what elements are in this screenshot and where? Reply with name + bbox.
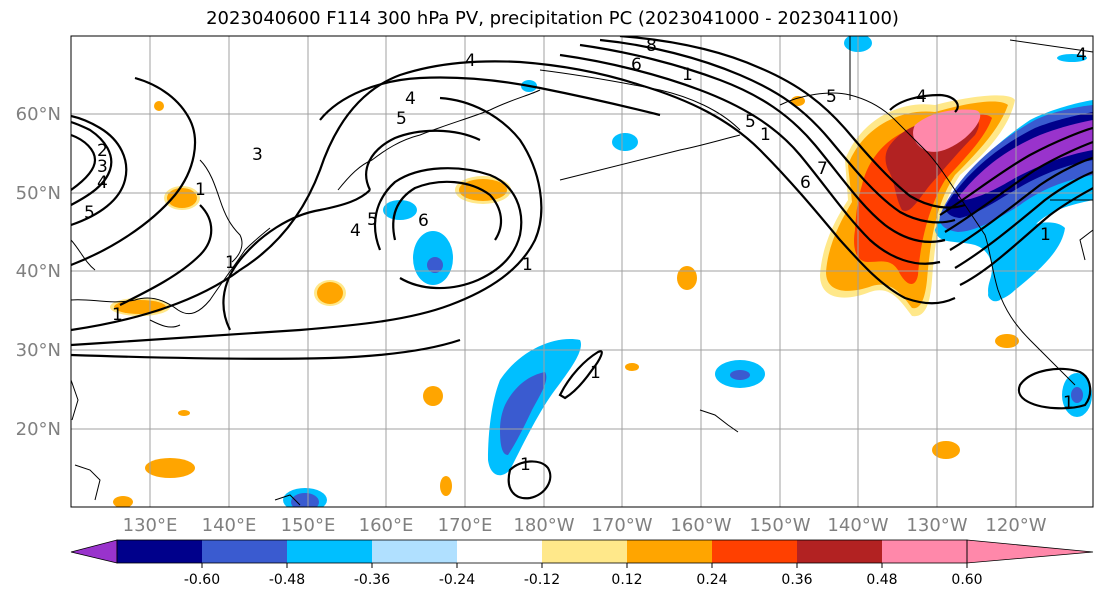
colorbar-swatch [882, 540, 967, 563]
lon-label: 140°W [827, 515, 888, 536]
map-frame [70, 35, 1094, 508]
contour-label-group: 1 1 1 1 1 1 1 2 3 4 4 4 4 4 5 5 5 5 6 6 … [84, 36, 1087, 475]
lon-label: 150°E [281, 515, 336, 536]
colorbar-tick-label: -0.12 [524, 572, 560, 588]
contour-label: 6 [631, 55, 642, 75]
contour-label: 1 [195, 180, 206, 200]
contour-label: 1 [520, 455, 531, 475]
colorbar-tick-label: -0.24 [439, 572, 475, 588]
colorbar-tick-label: -0.36 [354, 572, 390, 588]
colorbar-swatch [372, 540, 457, 563]
contour-label: 4 [97, 173, 108, 193]
lon-label: 120°W [985, 515, 1046, 536]
colorbar-swatch [287, 540, 372, 563]
colorbar-swatch [542, 540, 627, 563]
lon-label: 170°W [591, 515, 652, 536]
colorbar: -0.60 -0.48 -0.36 -0.24 -0.12 0.12 0.24 … [70, 539, 1094, 588]
contour-label: 5 [826, 87, 837, 107]
precip-negative-anomalies [283, 36, 1093, 507]
contour-label: 7 [817, 159, 828, 179]
graticule [71, 36, 1093, 507]
contour-label: 1 [682, 65, 693, 85]
lon-label: 130°W [906, 515, 967, 536]
contour-label: 1 [760, 125, 771, 145]
colorbar-tick-label: -0.60 [184, 572, 220, 588]
colorbar-tick-label: 0.24 [696, 572, 727, 588]
colorbar-tick-label: 0.12 [611, 572, 642, 588]
colorbar-swatch [202, 540, 287, 563]
contour-label: 1 [590, 363, 601, 383]
contour-label: 1 [522, 255, 533, 275]
colorbar-left-arrow [70, 539, 118, 564]
lon-label: 150°W [749, 515, 810, 536]
colorbar-swatch [797, 540, 882, 563]
contour-label: 4 [1076, 45, 1087, 65]
contour-label: 5 [745, 112, 756, 132]
contour-label: 6 [800, 173, 811, 193]
colorbar-tick-label: 0.48 [866, 572, 897, 588]
colorbar-right-arrow [966, 539, 1094, 564]
colorbar-tick-label: -0.48 [269, 572, 305, 588]
colorbar-swatch [627, 540, 712, 563]
contour-label: 4 [465, 51, 476, 71]
contour-label: 1 [112, 305, 123, 325]
latitude-labels: 60°N 50°N 40°N 30°N 20°N [16, 104, 61, 440]
colorbar-swatch [117, 540, 202, 563]
lon-label: 160°E [359, 515, 414, 536]
lon-label: 130°E [123, 515, 178, 536]
contour-label: 5 [84, 203, 95, 223]
contour-label: 1 [1040, 225, 1051, 245]
lat-label: 20°N [16, 419, 61, 440]
lon-label: 170°E [438, 515, 493, 536]
contour-label: 4 [916, 87, 927, 107]
lat-label: 60°N [16, 104, 61, 125]
longitude-labels: 130°E 140°E 150°E 160°E 170°E 180°W 170°… [123, 515, 1047, 536]
contour-label: 5 [367, 210, 378, 230]
colorbar-tick-label: 0.36 [781, 572, 812, 588]
contour-label: 8 [646, 36, 657, 56]
coastlines [71, 36, 1093, 506]
lat-label: 30°N [16, 340, 61, 361]
pv-contours [71, 36, 1093, 500]
contour-label: 1 [225, 253, 236, 273]
lat-label: 40°N [16, 261, 61, 282]
contour-label: 5 [396, 109, 407, 129]
lat-label: 50°N [16, 183, 61, 204]
contour-label: 2 [97, 141, 108, 161]
contour-label: 4 [405, 89, 416, 109]
colorbar-tick-label: 0.60 [951, 572, 982, 588]
lon-label: 160°W [670, 515, 731, 536]
contour-label: 3 [252, 145, 263, 165]
lon-label: 140°E [202, 515, 257, 536]
figure-title: 2023040600 F114 300 hPa PV, precipitatio… [206, 8, 899, 29]
contour-label: 1 [1063, 393, 1074, 413]
contour-label: 6 [418, 211, 429, 231]
colorbar-swatch [457, 540, 542, 563]
contour-label: 3 [97, 157, 108, 177]
colorbar-swatch [712, 540, 797, 563]
lon-label: 180°W [513, 515, 574, 536]
contour-label: 4 [350, 221, 361, 241]
